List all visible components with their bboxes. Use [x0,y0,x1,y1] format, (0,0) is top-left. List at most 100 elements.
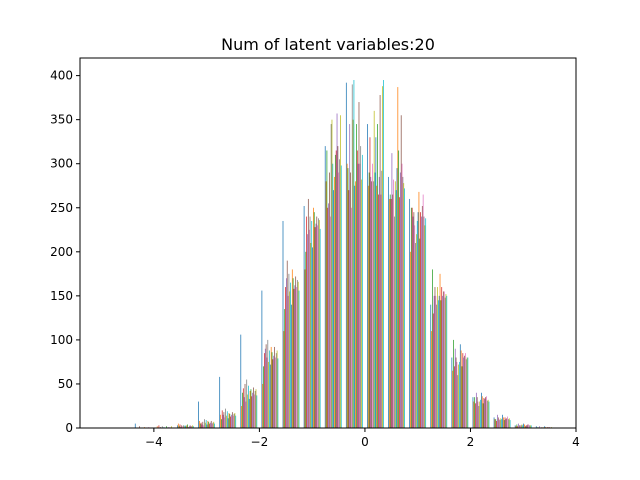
histogram-bar [337,146,339,428]
histogram-bar [459,361,460,428]
histogram-bar [417,212,419,428]
histogram-bar [351,84,353,429]
histogram-bar [359,163,361,428]
histogram-bar [526,425,528,428]
histogram-bar [264,353,265,428]
histogram-bar [373,110,375,429]
histogram-bar [326,150,328,428]
histogram-bar [201,424,203,428]
histogram-bar [418,191,420,428]
histogram-bar [307,234,308,428]
histogram-bar [255,389,257,428]
histogram-bar [186,425,188,428]
histogram-bar [315,223,317,428]
histogram-bar [304,269,306,428]
histogram-bar [313,212,315,428]
histogram-bar [481,392,482,428]
histogram-bar [415,243,416,428]
histogram-bar [465,359,467,428]
histogram-bar [372,163,373,428]
histogram-bar [497,417,499,428]
histogram-bar [399,197,400,428]
histogram-bar [425,218,427,428]
histogram-bar [352,119,354,429]
histogram-bar [436,304,438,428]
histogram-bar [383,80,384,429]
histogram-bar [476,397,478,428]
histogram-bar [486,396,487,428]
histogram-bar [200,422,202,428]
histogram-bar [203,425,205,428]
histogram-bar [535,426,537,428]
histogram-bar [207,420,209,428]
histogram-bar [517,426,519,428]
histogram-bar [351,207,352,428]
histogram-bar [435,295,437,428]
histogram-bar [357,163,359,428]
histogram-bar [277,358,279,428]
histogram-bar [392,194,394,428]
histogram-bar [485,397,486,428]
histogram-bar [269,364,271,428]
histogram-bar [422,194,424,428]
histogram-bar [486,400,488,428]
histogram-bar [205,420,207,428]
histogram-bar [183,426,185,428]
histogram-bar [459,344,461,428]
histogram-bar [454,366,455,428]
histogram-bar [389,198,390,428]
histogram-bar [519,425,520,428]
histogram-bar [500,418,502,428]
histogram-bar [204,419,205,428]
histogram-bar [246,379,248,428]
histogram-bar [224,417,226,428]
histogram-bar [356,150,358,428]
histogram-bar [442,295,443,428]
histogram-bar [433,295,435,428]
histogram-bar [430,304,432,428]
histogram-bar [290,282,291,428]
histogram-bar [481,396,483,428]
histogram-bar [199,423,201,428]
histogram-bar [378,194,379,428]
histogram-bar [309,216,311,428]
histogram-bar [235,415,237,428]
histogram-bar [225,408,226,428]
histogram-bar [250,389,252,428]
chart-title: Num of latent variables:20 [221,35,435,54]
histogram-bar [369,137,371,429]
histogram-bar [522,425,524,428]
histogram-bar [437,287,438,428]
histogram-bar [303,206,305,428]
histogram-bar [339,159,340,428]
histogram-bar [367,185,369,428]
histogram-bar [457,375,459,428]
histogram-bar [494,419,496,428]
histogram-bar [177,425,178,428]
histogram-bar [420,212,421,428]
histogram-bar [388,176,389,428]
histogram-bar [518,423,519,428]
histogram-bar [439,273,441,428]
histogram-bar [240,334,242,428]
histogram-bar [253,387,254,428]
histogram-bar [466,357,468,428]
histogram-bar [354,185,356,428]
axes-group: −4 −2 0 2 4 0 50 100 150 200 250 300 350 400 [50,57,580,449]
histogram-bar [524,424,525,428]
histogram-bar [394,216,395,428]
histogram-bar [306,216,308,428]
histogram-bar [294,285,296,428]
histogram-bar [296,280,298,428]
histogram-bar [462,353,464,428]
histogram-bar [480,399,481,428]
histogram-bar [228,413,230,428]
histogram-bar [192,425,194,428]
histogram-bar [520,425,522,428]
histogram-bar [188,426,190,428]
histogram-bar [451,357,453,428]
histogram-bar [219,376,221,428]
histogram-bar [314,227,316,428]
histogram-bar [198,401,199,428]
